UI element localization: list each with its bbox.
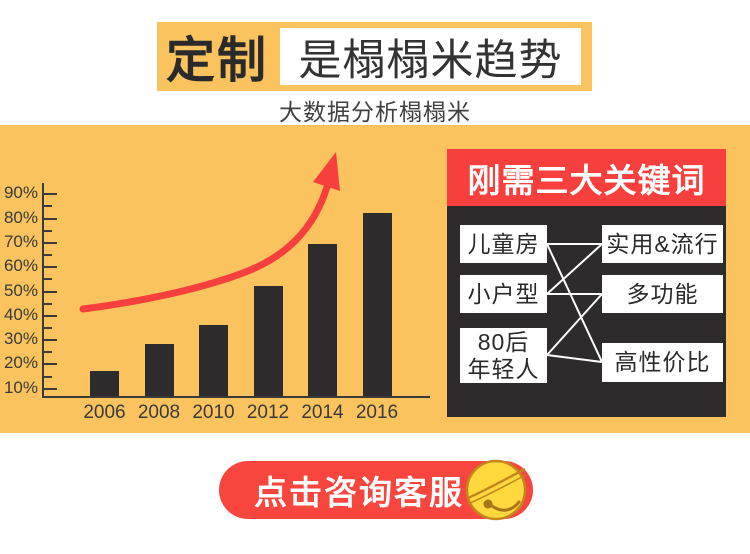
hero-title-banner: 定制 是榻榻米趋势 <box>157 22 592 91</box>
y-minor-tick <box>44 230 52 232</box>
y-tick-label: 50% <box>3 281 38 300</box>
y-tick-label: 70% <box>3 232 38 251</box>
hero-subtitle: 大数据分析榻榻米 <box>279 99 471 125</box>
trend-bar-chart: 10% 20% 30% 40% 50% 60% 70% 80% 90% 2006 2008 2010 2… <box>0 125 447 433</box>
y-major-tick <box>44 218 57 220</box>
bell-icon <box>465 459 527 521</box>
y-tick-label: 90% <box>3 183 38 202</box>
bar-2006 <box>90 370 119 396</box>
y-major-tick <box>44 291 57 293</box>
y-minor-tick <box>44 303 52 305</box>
keyword-cost-effective: 高性价比 <box>602 343 723 382</box>
keyword-label: 实用&流行 <box>606 230 719 257</box>
x-tick-label: 2006 <box>83 402 126 423</box>
connector-lines <box>546 243 603 363</box>
y-minor-tick <box>44 376 52 378</box>
y-tick-label: 10% <box>3 378 38 397</box>
y-minor-tick <box>44 254 52 256</box>
keyword-label: 多功能 <box>626 280 699 307</box>
bar-2014 <box>308 244 337 396</box>
bar-2016 <box>362 212 392 396</box>
keyword-small-apartment: 小户型 <box>460 275 547 313</box>
y-minor-tick <box>44 327 52 329</box>
keyword-label: 80后 <box>477 329 530 356</box>
contact-service-button[interactable]: 点击咨询客服 <box>219 459 533 521</box>
x-tick-label: 2008 <box>137 402 181 423</box>
keyword-practical-trendy: 实用&流行 <box>602 225 723 263</box>
hero-title: 是榻榻米趋势 <box>280 28 581 85</box>
keyword-label: 高性价比 <box>614 349 711 376</box>
bar-2008 <box>144 343 174 396</box>
y-major-tick <box>44 193 57 195</box>
x-tick-label: 2010 <box>192 402 235 423</box>
y-major-tick <box>44 339 57 341</box>
bar-2012 <box>253 285 283 396</box>
x-axis <box>42 396 430 398</box>
keyword-label: 小户型 <box>467 280 540 307</box>
keywords-panel-title: 刚需三大关键词 <box>447 149 726 206</box>
content-band: 10% 20% 30% 40% 50% 60% 70% 80% 90% 2006 2008 2010 2… <box>0 125 750 433</box>
keyword-post80-youth: 80后 年轻人 <box>460 328 547 383</box>
x-tick-label: 2014 <box>301 402 344 423</box>
keyword-multifunction: 多功能 <box>602 275 723 313</box>
y-major-tick <box>44 315 57 317</box>
y-major-tick <box>44 266 57 268</box>
y-minor-tick <box>44 351 52 353</box>
y-minor-tick <box>44 205 52 207</box>
y-minor-tick <box>44 278 52 280</box>
x-tick-label: 2012 <box>246 402 290 423</box>
y-major-tick <box>44 363 57 365</box>
y-tick-label: 40% <box>3 305 38 324</box>
y-tick-label: 30% <box>3 329 38 348</box>
keyword-child-room: 儿童房 <box>460 225 547 263</box>
y-major-tick <box>44 388 57 390</box>
x-tick-label: 2016 <box>355 402 399 423</box>
y-tick-label: 80% <box>3 208 38 227</box>
bar-2010 <box>199 324 228 396</box>
hero-badge: 定制 <box>166 34 269 88</box>
keyword-label: 年轻人 <box>467 355 540 382</box>
keywords-panel: 刚需三大关键词 儿童房 实用&流行 小户型 多功能 80后 年轻人 高性价比 <box>447 149 726 417</box>
keyword-label: 儿童房 <box>467 230 540 257</box>
contact-service-label: 点击咨询客服 <box>254 474 464 511</box>
y-tick-label: 60% <box>3 256 38 275</box>
y-tick-label: 20% <box>3 353 38 372</box>
y-axis <box>42 183 44 398</box>
y-major-tick <box>44 242 57 244</box>
